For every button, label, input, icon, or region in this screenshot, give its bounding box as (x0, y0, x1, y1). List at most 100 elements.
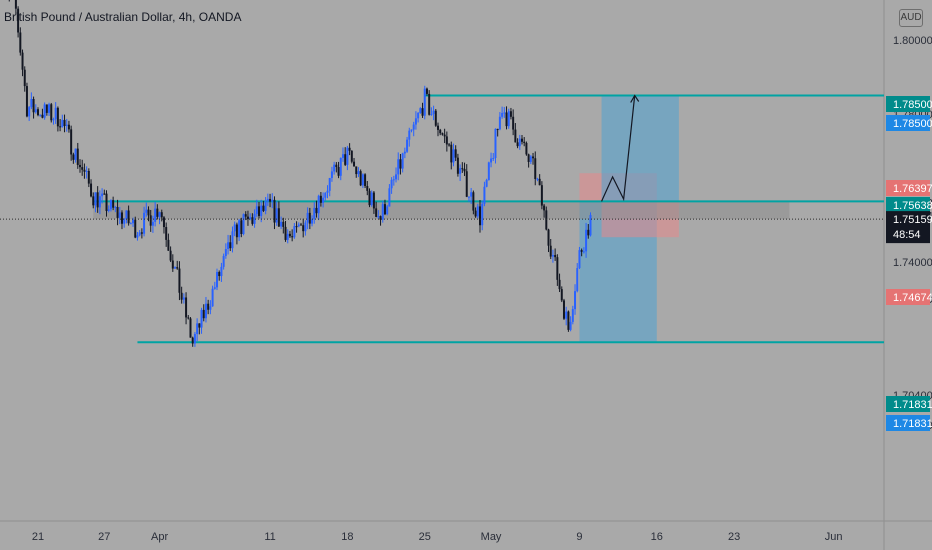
candle-body (496, 128, 499, 130)
candle-body (120, 212, 123, 224)
candle-body (538, 178, 541, 186)
candle-body (470, 192, 473, 197)
candle-body (523, 141, 526, 143)
candle-body (430, 114, 433, 116)
long-target-zone (601, 95, 679, 202)
candle-body (330, 171, 333, 178)
candle-body (388, 188, 391, 207)
candle-body (317, 195, 320, 214)
candle-body (448, 144, 451, 146)
candle-body (514, 129, 517, 143)
x-tick-label: 9 (576, 531, 582, 543)
candle-body (204, 303, 207, 319)
x-tick-label: Jun (825, 531, 843, 543)
candle-body (56, 107, 59, 127)
candle-body (255, 206, 258, 214)
candle-body (311, 219, 314, 224)
y-tick-label: 1.74000 (893, 257, 932, 269)
candle-body (240, 220, 243, 234)
candle-body (543, 205, 546, 211)
candle-body (162, 217, 165, 228)
candle-body (282, 221, 285, 227)
candle-body (487, 162, 490, 180)
candle-body (518, 138, 521, 147)
candle-body (156, 208, 159, 217)
candle-body (233, 224, 236, 232)
candle-body (355, 166, 358, 175)
candle-body (264, 201, 267, 211)
price-tag-label: 1.75638 (893, 200, 932, 212)
x-tick-label: 11 (264, 531, 275, 543)
candle-body (379, 216, 382, 220)
candle-body (147, 209, 150, 216)
candle-body (397, 159, 400, 175)
candle-body (549, 245, 552, 257)
candle-body (408, 130, 411, 140)
candle-body (54, 107, 57, 120)
candle-body (198, 323, 201, 328)
candle-body (417, 112, 420, 119)
candle-body (260, 205, 263, 216)
candle-body (167, 239, 170, 251)
candle-body (48, 104, 51, 113)
candle-body (401, 153, 404, 169)
candle-body (211, 288, 214, 307)
candle-body (350, 150, 353, 162)
candle-body (443, 134, 446, 137)
price-tag-label: 1.78500 (893, 99, 932, 111)
candle-body (498, 116, 501, 130)
price-tag-label: 1.71831 (893, 399, 932, 411)
candle-body (145, 209, 148, 213)
x-tick-label: Apr (151, 531, 168, 543)
candle-body (481, 203, 484, 226)
candle-body (483, 186, 486, 204)
candle-body (587, 229, 590, 236)
candle-body (258, 206, 260, 216)
candle-body (562, 300, 565, 319)
candle-body (178, 268, 181, 293)
candle-body (359, 171, 362, 186)
candle-body (196, 323, 199, 334)
candle-body (244, 214, 247, 217)
candle-body (392, 179, 395, 181)
candle-body (335, 164, 338, 168)
candle-body (291, 236, 294, 238)
candle-body (419, 108, 422, 113)
candle-body (85, 170, 88, 172)
candle-body (67, 124, 70, 130)
candle-body (45, 104, 48, 113)
candle-body (295, 226, 298, 228)
candle-body (589, 215, 592, 236)
candle-body (560, 289, 563, 301)
candle-body (213, 287, 216, 289)
candle-body (101, 193, 104, 197)
candle-body (582, 251, 585, 253)
candle-body (364, 174, 367, 187)
candle-body (37, 109, 39, 116)
candle-body (14, 0, 17, 9)
price-tag-teal (886, 96, 930, 112)
currency-button[interactable]: AUD (899, 9, 923, 27)
candle-body (357, 171, 360, 175)
candle-body (421, 108, 424, 116)
candle-body (574, 291, 577, 310)
candle-body (465, 171, 468, 197)
candle-body (551, 255, 554, 257)
candle-body (399, 159, 402, 169)
candle-body (322, 197, 325, 203)
candle-body (293, 226, 296, 238)
candle-body (262, 205, 265, 211)
candle-body (114, 207, 117, 209)
candle-body (386, 206, 389, 215)
candle-body (50, 104, 53, 121)
candle-body (165, 227, 168, 240)
candle-body (434, 110, 437, 126)
candle-body (136, 235, 139, 238)
candle-body (112, 200, 115, 208)
candle-body (516, 142, 519, 147)
candle-body (182, 297, 185, 300)
candle-body (174, 267, 177, 269)
candle-body (90, 183, 93, 197)
